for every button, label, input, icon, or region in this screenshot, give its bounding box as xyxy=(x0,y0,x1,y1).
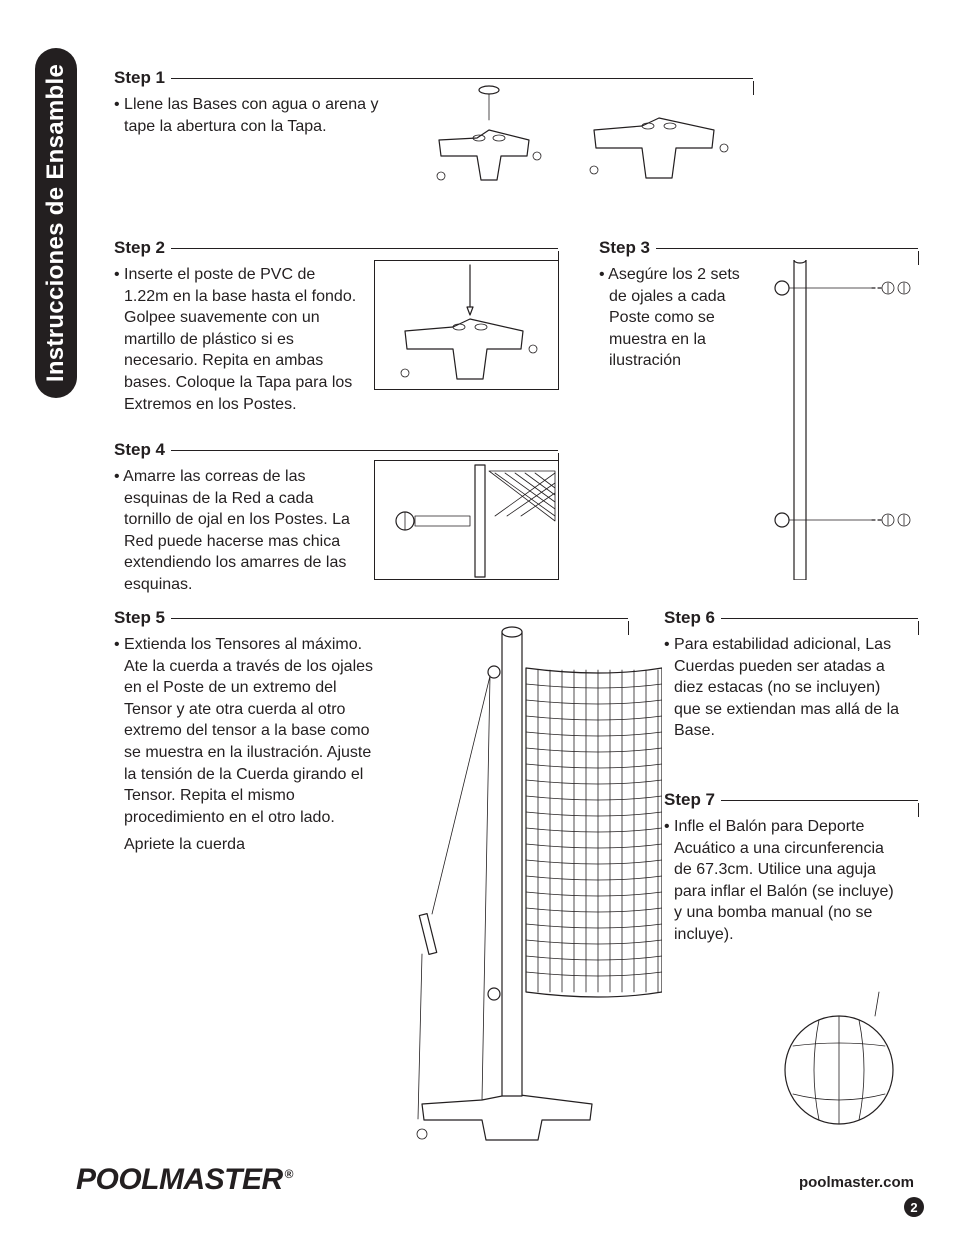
step-body: Extienda los Tensores al máximo. Ate la … xyxy=(114,634,374,828)
step-body: Llene las Bases con agua o arena y tape … xyxy=(114,94,384,137)
step-7: Step 7 Infle el Balón para Deporte Acuát… xyxy=(664,790,919,946)
figure-step1b xyxy=(574,90,744,190)
step-rule xyxy=(656,248,918,249)
step-rule xyxy=(171,78,753,79)
step-rule xyxy=(721,800,918,801)
step-title: Step 3 xyxy=(599,238,650,258)
figure-step4 xyxy=(374,460,559,580)
step-title: Step 5 xyxy=(114,608,165,628)
figure-step7 xyxy=(769,990,909,1130)
step-rule xyxy=(171,248,558,249)
step-rule xyxy=(721,618,918,619)
step-title: Step 7 xyxy=(664,790,715,810)
step-rule xyxy=(171,618,628,619)
step-extra: Apriete la cuerda xyxy=(114,834,374,856)
step-tick xyxy=(753,81,754,95)
page-number: 2 xyxy=(904,1197,924,1217)
sidebar-title: Instrucciones de Ensamble xyxy=(42,64,70,382)
step-head: Step 7 xyxy=(664,790,919,810)
figure-step2 xyxy=(374,260,559,390)
figure-step1a xyxy=(419,80,559,190)
brand-logo: POOLMASTER® xyxy=(76,1163,293,1197)
step-title: Step 4 xyxy=(114,440,165,460)
step-rule xyxy=(171,450,558,451)
step-body: Inserte el poste de PVC de 1.22m en la b… xyxy=(114,264,359,415)
website-url: poolmaster.com xyxy=(799,1174,914,1191)
step-6: Step 6 Para estabilidad adicional, Las C… xyxy=(664,608,919,742)
step-head: Step 4 xyxy=(114,440,559,460)
step-title: Step 1 xyxy=(114,68,165,88)
step-head: Step 3 xyxy=(599,238,919,258)
brand-text: POOLMASTER xyxy=(76,1163,283,1196)
figure-step5 xyxy=(362,624,662,1144)
step-body: Asegúre los 2 sets de ojales a cada Post… xyxy=(599,264,759,372)
brand-mark: ® xyxy=(285,1167,293,1181)
step-body: Infle el Balón para Deporte Acuático a u… xyxy=(664,816,904,946)
step-tick xyxy=(918,803,919,817)
step-tick xyxy=(918,621,919,635)
step-body: Amarre las correas de las esquinas de la… xyxy=(114,466,359,596)
step-head: Step 2 xyxy=(114,238,559,258)
step-title: Step 6 xyxy=(664,608,715,628)
step-body: Para estabilidad adicional, Las Cuerdas … xyxy=(664,634,909,742)
figure-step3 xyxy=(774,260,919,580)
step-title: Step 2 xyxy=(114,238,165,258)
sidebar-tab: Instrucciones de Ensamble xyxy=(35,48,77,398)
step-head: Step 6 xyxy=(664,608,919,628)
